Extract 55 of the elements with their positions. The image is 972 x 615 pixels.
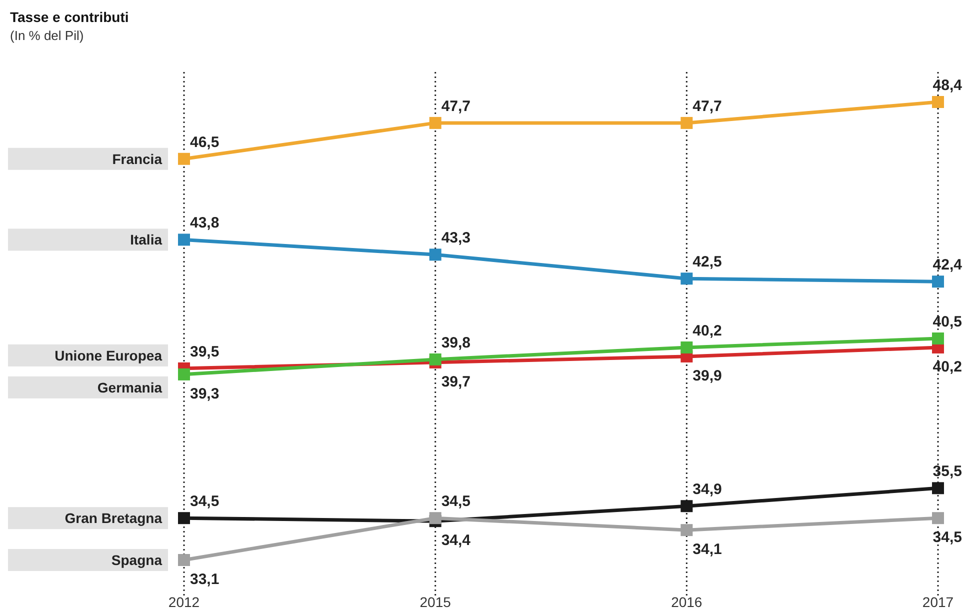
data-label: 48,4 [932, 77, 963, 94]
data-label: 34,9 [692, 481, 722, 498]
point [178, 554, 190, 566]
chart-title: Tasse e contributi [10, 9, 129, 25]
x-tick-label: 2016 [671, 594, 702, 610]
series-label: Italia [130, 232, 162, 248]
data-label: 42,4 [932, 256, 963, 274]
point [429, 116, 442, 129]
point [932, 96, 944, 108]
point [680, 524, 693, 536]
data-label: 47,7 [441, 98, 471, 115]
data-label: 40,2 [692, 322, 722, 340]
point [680, 272, 693, 285]
point [932, 512, 944, 524]
data-label: 40,2 [932, 358, 962, 376]
series-label: Unione Europea [54, 347, 162, 364]
data-label: 35,5 [932, 463, 962, 480]
data-label: 34,5 [190, 493, 220, 510]
data-label: 39,5 [190, 343, 220, 360]
point [429, 248, 442, 261]
point [932, 482, 944, 494]
series-label: Germania [97, 379, 162, 396]
data-label: 47,7 [692, 98, 722, 115]
point [680, 116, 693, 129]
series-label: Francia [112, 150, 162, 167]
data-label: 34,1 [692, 541, 722, 558]
point [429, 353, 442, 366]
data-label: 39,8 [441, 334, 471, 352]
point [680, 341, 693, 354]
point [178, 368, 190, 380]
data-label: 40,5 [932, 313, 962, 330]
data-label: 34,5 [441, 493, 471, 510]
x-tick-label: 2012 [168, 594, 200, 610]
data-label: 34,5 [932, 529, 962, 546]
data-label: 43,8 [190, 214, 220, 232]
data-label: 39,3 [190, 385, 220, 402]
data-label: 39,9 [692, 367, 722, 384]
point [178, 152, 190, 165]
point [680, 500, 693, 512]
x-tick-label: 2017 [922, 594, 954, 610]
point [932, 332, 944, 344]
data-label: 39,7 [441, 373, 471, 390]
point [932, 276, 944, 288]
data-label: 33,1 [190, 571, 220, 588]
data-label: 34,4 [441, 532, 472, 550]
series-label: Spagna [111, 552, 162, 568]
series-label: Gran Bretagna [64, 510, 162, 526]
data-label: 42,5 [692, 254, 722, 271]
point [178, 234, 190, 246]
data-label: 43,3 [441, 230, 471, 247]
data-label: 46,5 [190, 134, 220, 151]
chart-subtitle: (In % del Pil) [10, 28, 84, 43]
point [178, 512, 190, 524]
x-tick-label: 2015 [420, 594, 452, 610]
point [429, 512, 442, 524]
